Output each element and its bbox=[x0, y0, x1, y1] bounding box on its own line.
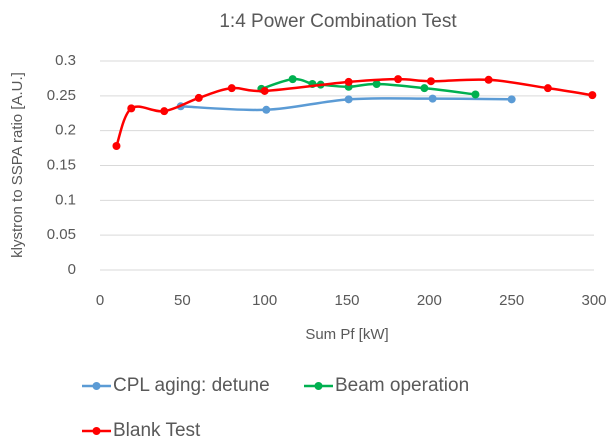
x-tick-label: 250 bbox=[499, 292, 524, 309]
data-point bbox=[160, 107, 169, 116]
x-tick-label: 200 bbox=[417, 292, 442, 309]
series-line bbox=[115, 77, 593, 147]
data-point bbox=[588, 91, 597, 100]
legend-label: Blank Test bbox=[113, 420, 201, 439]
data-point bbox=[344, 77, 353, 86]
chart-title: 1:4 Power Combination Test bbox=[219, 11, 457, 32]
y-tick-label: 0.3 bbox=[55, 52, 76, 69]
y-tick-label: 0.05 bbox=[47, 226, 76, 243]
data-point bbox=[426, 77, 435, 86]
data-point bbox=[260, 86, 269, 95]
x-tick-label: 50 bbox=[174, 292, 191, 309]
y-tick-label: 0.2 bbox=[55, 122, 76, 139]
x-axis-label: Sum Pf [kW] bbox=[305, 326, 388, 343]
data-point bbox=[428, 94, 437, 103]
data-point bbox=[288, 75, 297, 84]
data-point bbox=[262, 105, 271, 114]
data-point bbox=[344, 95, 353, 104]
data-point bbox=[543, 84, 552, 93]
legend-marker bbox=[92, 382, 101, 390]
x-tick-label: 0 bbox=[96, 292, 104, 309]
data-point bbox=[507, 95, 516, 104]
data-point bbox=[484, 75, 493, 84]
data-point bbox=[420, 84, 429, 93]
data-point bbox=[394, 75, 403, 84]
x-tick-label: 300 bbox=[581, 292, 606, 309]
y-tick-label: 0 bbox=[68, 261, 76, 278]
data-point bbox=[471, 90, 480, 99]
legend-marker bbox=[314, 382, 323, 390]
y-axis-label: klystron to SSPA ratio [A.U.] bbox=[9, 72, 26, 258]
x-tick-label: 150 bbox=[334, 292, 359, 309]
y-tick-label: 0.15 bbox=[47, 156, 76, 173]
data-point bbox=[372, 79, 381, 88]
x-tick-label: 100 bbox=[252, 292, 277, 309]
data-point bbox=[227, 84, 236, 93]
data-point bbox=[112, 141, 121, 150]
y-tick-label: 0.25 bbox=[47, 87, 76, 104]
y-tick-label: 0.1 bbox=[55, 191, 76, 208]
legend-label: Beam operation bbox=[335, 375, 469, 396]
legend-label: CPL aging: detune bbox=[113, 375, 270, 396]
data-point bbox=[194, 93, 203, 102]
data-point bbox=[127, 104, 136, 113]
legend-marker bbox=[92, 427, 101, 435]
